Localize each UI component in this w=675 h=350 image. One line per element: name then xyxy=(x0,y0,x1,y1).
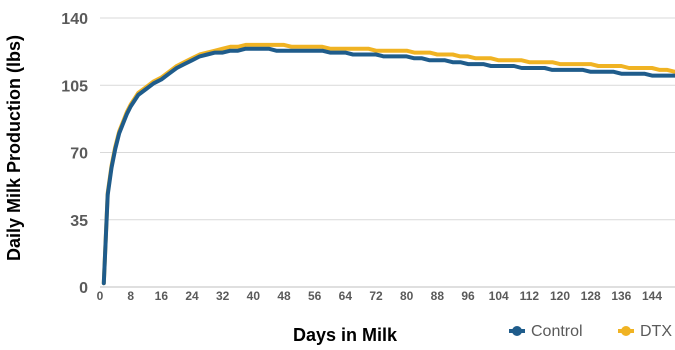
x-tick-label: 88 xyxy=(431,289,445,303)
x-tick-label: 56 xyxy=(308,289,322,303)
x-tick-label: 136 xyxy=(611,289,631,303)
x-tick-label: 80 xyxy=(400,289,414,303)
x-tick-label: 120 xyxy=(550,289,570,303)
x-tick-label: 64 xyxy=(339,289,353,303)
legend-label-control: Control xyxy=(531,323,583,340)
series-lines xyxy=(101,42,675,286)
x-tick-label: 40 xyxy=(247,289,261,303)
x-tick-label: 144 xyxy=(642,289,662,303)
series-line-dtx xyxy=(101,42,675,286)
x-tick-label: 104 xyxy=(489,289,509,303)
x-tick-label: 32 xyxy=(216,289,230,303)
x-tick-label: 72 xyxy=(369,289,383,303)
legend-marker-dtx xyxy=(621,326,631,336)
x-tick-label: 24 xyxy=(185,289,199,303)
gridlines xyxy=(100,17,675,288)
y-tick-label: 105 xyxy=(61,78,88,95)
x-tick-label: 0 xyxy=(97,289,104,303)
y-axis-ticks: 0 35 70 105 140 xyxy=(61,11,88,297)
x-tick-label: 96 xyxy=(461,289,475,303)
y-tick-label: 70 xyxy=(70,146,88,163)
x-tick-label: 112 xyxy=(520,289,540,303)
x-tick-label: 16 xyxy=(155,289,169,303)
x-tick-label: 48 xyxy=(277,289,291,303)
y-tick-label: 0 xyxy=(79,280,88,297)
y-tick-label: 140 xyxy=(61,11,88,28)
legend-marker-control xyxy=(512,326,522,336)
x-tick-label: 8 xyxy=(127,289,134,303)
y-axis-title: Daily Milk Production (lbs) xyxy=(4,35,24,261)
legend: Control DTX xyxy=(509,323,672,340)
x-axis-title: Days in Milk xyxy=(293,325,398,345)
legend-label-dtx: DTX xyxy=(640,323,672,340)
x-tick-label: 128 xyxy=(581,289,601,303)
y-tick-label: 35 xyxy=(70,213,88,230)
x-axis-ticks: 0 8 16 24 32 40 48 56 64 72 80 88 96 104 112 120 128 136 1… xyxy=(97,289,663,303)
series-line-control xyxy=(101,46,675,286)
